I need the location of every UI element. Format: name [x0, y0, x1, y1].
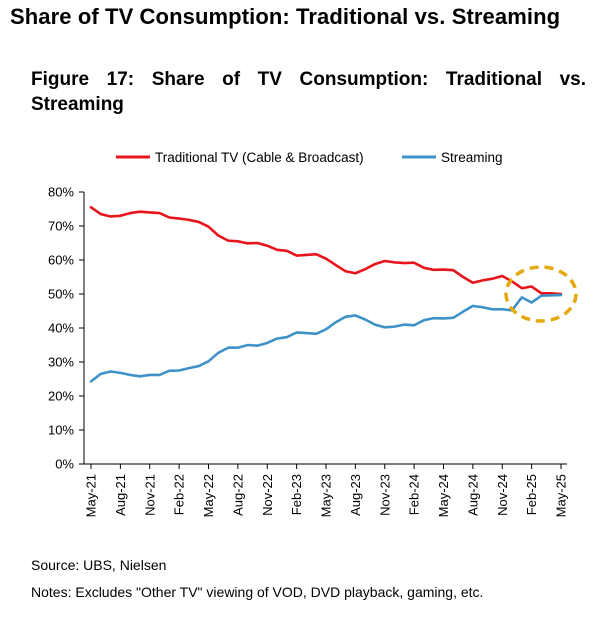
- series-line-streaming: [89, 293, 563, 383]
- x-tick-label: Nov-24: [495, 474, 510, 516]
- x-tick-label: May-21: [84, 474, 99, 517]
- notes: Notes: Excludes "Other TV" viewing of VO…: [31, 584, 484, 600]
- figure-title: Figure 17: Share of TV Consumption: Trad…: [31, 69, 586, 115]
- y-tick-label: 50%: [48, 287, 74, 302]
- page-title: Share of TV Consumption: Traditional vs.…: [10, 4, 561, 29]
- y-tick-label: 10%: [48, 423, 74, 438]
- y-tick-label: 0%: [55, 457, 74, 472]
- x-tick-label: Feb-24: [407, 474, 422, 515]
- legend-label-traditional: Traditional TV (Cable & Broadcast): [155, 150, 364, 165]
- x-tick-label: May-24: [436, 474, 451, 517]
- plot-series: [89, 206, 563, 383]
- x-tick-label: Aug-21: [113, 474, 128, 516]
- x-tick-label: Aug-24: [465, 474, 480, 516]
- y-tick-label: 60%: [48, 253, 74, 268]
- x-tick-label: Aug-22: [230, 474, 245, 516]
- x-tick-label: May-23: [319, 474, 334, 517]
- x-tick-label: Nov-23: [377, 474, 392, 516]
- x-tick-label: Feb-25: [524, 474, 539, 515]
- legend-label-streaming: Streaming: [441, 150, 503, 165]
- y-tick-label: 30%: [48, 355, 74, 370]
- x-tick-label: Feb-23: [289, 474, 304, 515]
- x-tick-label: Aug-23: [348, 474, 363, 516]
- y-tick-label: 40%: [48, 321, 74, 336]
- y-tick-label: 20%: [48, 389, 74, 404]
- highlight-ellipse: [504, 265, 578, 323]
- x-tick-label: Nov-21: [142, 474, 157, 516]
- y-tick-label: 70%: [48, 219, 74, 234]
- y-tick-label: 80%: [48, 185, 74, 200]
- x-tick-label: Feb-22: [172, 474, 187, 515]
- source-note: Source: UBS, Nielsen: [31, 557, 167, 573]
- y-axis: 0% 10% 20% 30% 40% 50% 60% 70% 80%: [48, 185, 85, 472]
- x-tick-label: Nov-22: [260, 474, 275, 516]
- legend: Traditional TV (Cable & Broadcast) Strea…: [116, 150, 503, 165]
- x-tick-label: May-22: [201, 474, 216, 517]
- series-line-traditional: [89, 206, 563, 296]
- x-axis: May-21 Aug-21 Nov-21 Feb-22 May-22 Aug-22 Nov-…: [84, 463, 569, 517]
- line-chart: Traditional TV (Cable & Broadcast) Strea…: [48, 150, 578, 517]
- x-tick-label: May-25: [554, 474, 569, 517]
